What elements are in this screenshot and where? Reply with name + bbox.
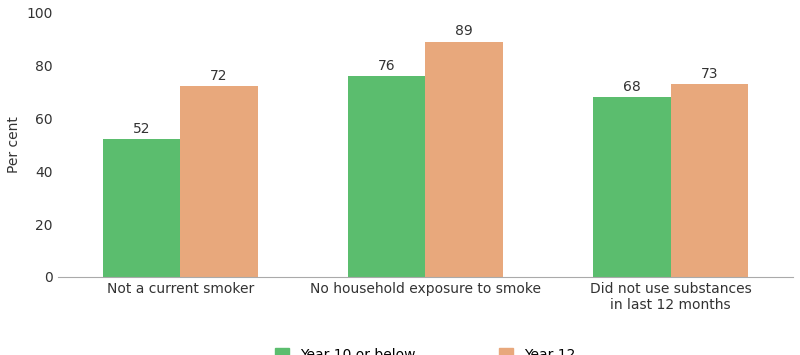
Y-axis label: Per cent: Per cent [7,116,21,173]
Bar [593,97,670,277]
Legend: Year 10 or below, Year 12: Year 10 or below, Year 12 [270,342,581,355]
Text: 89: 89 [455,24,473,38]
Bar [670,84,748,277]
Bar [102,140,180,277]
Text: 76: 76 [378,59,395,73]
Bar [348,76,426,277]
Text: 68: 68 [623,80,641,94]
Text: 73: 73 [701,67,718,81]
Bar [426,42,503,277]
Bar [180,87,258,277]
Text: 72: 72 [210,69,228,83]
Text: 52: 52 [133,122,150,136]
